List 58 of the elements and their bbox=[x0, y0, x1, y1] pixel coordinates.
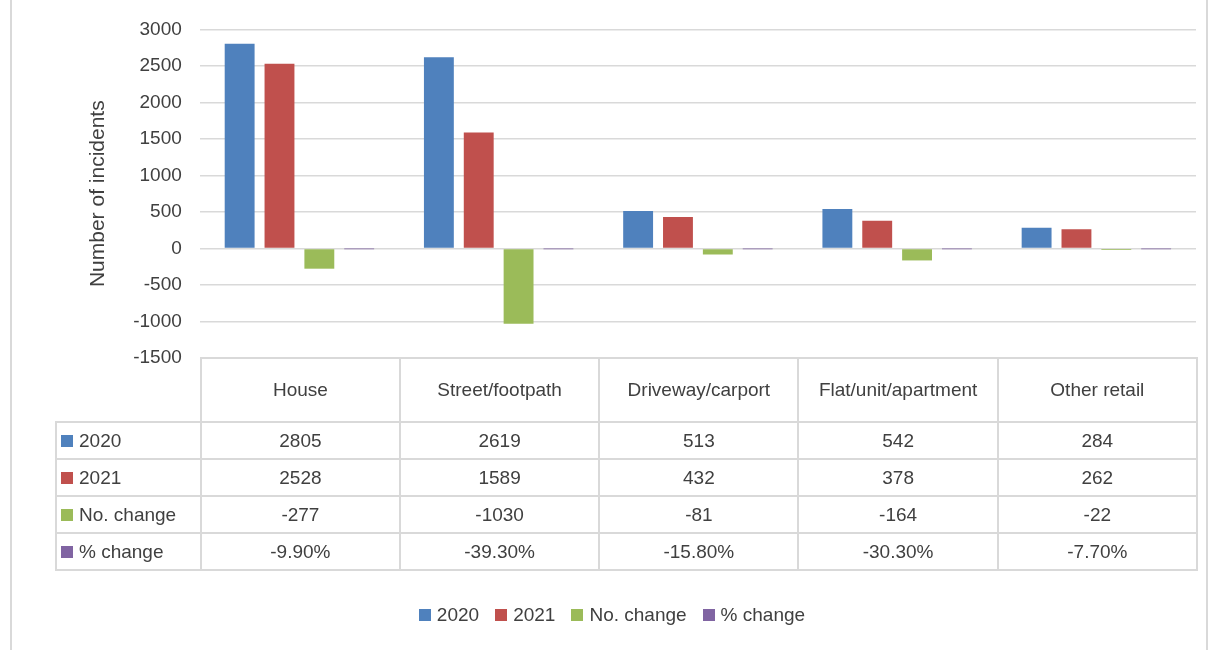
bar bbox=[224, 43, 255, 248]
y-tick-label: -1000 bbox=[133, 309, 182, 331]
data-label: 262 bbox=[997, 459, 1197, 496]
data-label: -22 bbox=[997, 496, 1197, 533]
x-tick-label: House bbox=[200, 358, 401, 422]
data-label: -30.30% bbox=[798, 533, 998, 570]
y-tick-label: 500 bbox=[150, 200, 182, 222]
data-label: -1030 bbox=[400, 496, 600, 533]
bar bbox=[663, 216, 693, 248]
data-label: 542 bbox=[798, 422, 998, 459]
bar bbox=[463, 132, 494, 248]
bar bbox=[304, 249, 335, 269]
data-label: 284 bbox=[997, 422, 1197, 459]
data-label: -9.90% bbox=[200, 533, 401, 570]
y-tick-label: 1000 bbox=[139, 163, 182, 185]
bar bbox=[822, 208, 853, 248]
bar bbox=[503, 249, 534, 324]
bar bbox=[702, 249, 733, 255]
legend-label: No. change bbox=[56, 496, 201, 533]
data-label: 1589 bbox=[400, 459, 600, 496]
bar bbox=[1021, 227, 1052, 248]
text: No. change bbox=[589, 604, 687, 625]
y-tick-label: -1500 bbox=[133, 346, 182, 368]
text: % change bbox=[720, 604, 806, 625]
bar bbox=[1061, 229, 1092, 248]
bar bbox=[623, 211, 654, 248]
data-label: 513 bbox=[599, 422, 799, 459]
data-label: 2528 bbox=[200, 459, 401, 496]
text: 2020 bbox=[436, 604, 480, 625]
x-tick-label: Driveway/carport bbox=[599, 358, 799, 422]
data-label: -15.80% bbox=[599, 533, 799, 570]
bar bbox=[264, 63, 295, 248]
x-tick-label: Street/footpath bbox=[400, 358, 600, 422]
bar bbox=[423, 57, 454, 248]
text: 2021 bbox=[513, 604, 556, 625]
y-tick-label: -500 bbox=[143, 273, 182, 295]
data-label: 378 bbox=[798, 459, 998, 496]
y-tick-label: 0 bbox=[171, 236, 182, 258]
y-tick-label: 2500 bbox=[139, 54, 182, 76]
bar bbox=[902, 249, 933, 261]
y-tick-label: 3000 bbox=[139, 17, 182, 39]
y-axis-title: Number of incidents bbox=[85, 100, 109, 288]
data-label: -81 bbox=[599, 496, 799, 533]
data-label: -39.30% bbox=[400, 533, 600, 570]
data-label: 2805 bbox=[200, 422, 401, 459]
bar bbox=[862, 220, 893, 248]
x-tick-label: Flat/unit/apartment bbox=[798, 358, 998, 422]
data-label: 432 bbox=[599, 459, 799, 496]
legend-label: 2021 bbox=[56, 459, 201, 496]
x-tick-label: Other retail bbox=[997, 358, 1197, 422]
data-label: -277 bbox=[200, 496, 401, 533]
data-label: -164 bbox=[798, 496, 998, 533]
y-tick-label: 1500 bbox=[139, 127, 182, 149]
legend-label: % change bbox=[56, 533, 201, 570]
data-label: 2619 bbox=[400, 422, 600, 459]
data-label: -7.70% bbox=[997, 533, 1197, 570]
legend-label: 2020 bbox=[56, 422, 201, 459]
y-tick-label: 2000 bbox=[139, 90, 182, 112]
